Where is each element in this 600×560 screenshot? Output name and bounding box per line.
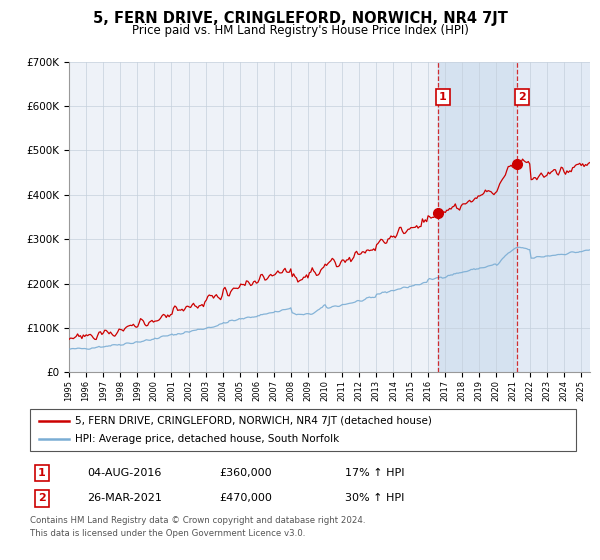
Text: 1: 1: [38, 468, 46, 478]
Text: This data is licensed under the Open Government Licence v3.0.: This data is licensed under the Open Gov…: [30, 529, 305, 538]
Text: 04-AUG-2016: 04-AUG-2016: [87, 468, 161, 478]
Text: £470,000: £470,000: [219, 493, 272, 503]
Text: 30% ↑ HPI: 30% ↑ HPI: [345, 493, 404, 503]
Bar: [517, 62, 590, 372]
Text: 2: 2: [518, 92, 526, 102]
Bar: [438, 62, 517, 372]
Text: 1: 1: [439, 92, 447, 102]
Text: £360,000: £360,000: [219, 468, 272, 478]
Text: 5, FERN DRIVE, CRINGLEFORD, NORWICH, NR4 7JT (detached house): 5, FERN DRIVE, CRINGLEFORD, NORWICH, NR4…: [75, 416, 432, 426]
Text: 2: 2: [38, 493, 46, 503]
Text: 5, FERN DRIVE, CRINGLEFORD, NORWICH, NR4 7JT: 5, FERN DRIVE, CRINGLEFORD, NORWICH, NR4…: [92, 11, 508, 26]
Text: HPI: Average price, detached house, South Norfolk: HPI: Average price, detached house, Sout…: [75, 434, 339, 444]
Text: 26-MAR-2021: 26-MAR-2021: [87, 493, 162, 503]
Text: 17% ↑ HPI: 17% ↑ HPI: [345, 468, 404, 478]
Text: Price paid vs. HM Land Registry's House Price Index (HPI): Price paid vs. HM Land Registry's House …: [131, 24, 469, 37]
Text: Contains HM Land Registry data © Crown copyright and database right 2024.: Contains HM Land Registry data © Crown c…: [30, 516, 365, 525]
